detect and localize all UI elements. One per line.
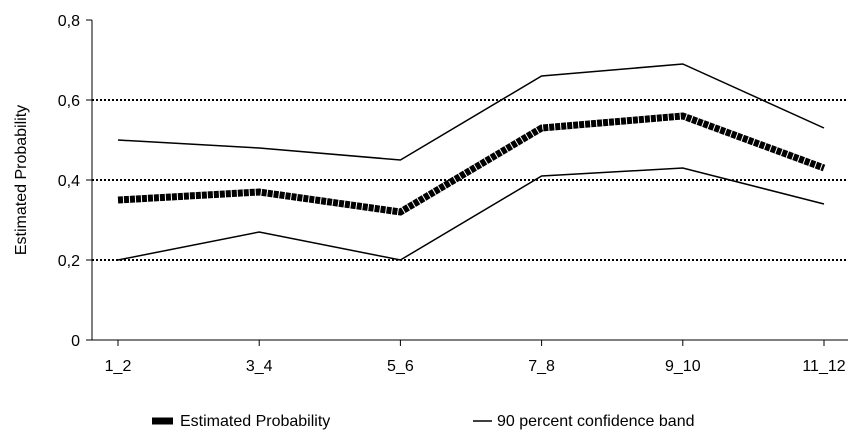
x-tick-label: 9_10 [665,358,701,375]
x-tick-label: 11_12 [802,358,845,375]
gridlines [92,99,848,261]
axes [86,19,848,346]
tick-labels: 0 0,2 0,4 0,6 0,8 1_2 3_4 5_6 7_8 9_10 11_12 [58,13,846,375]
y-tick-label: 0,2 [58,253,80,270]
series-line-upper-band [117,63,825,161]
x-tick-label: 5_6 [387,358,414,375]
y-tick-label: 0 [71,333,80,350]
x-tick-label: 7_8 [528,358,555,375]
y-tick-label: 0,4 [58,173,80,190]
x-tick-label: 1_2 [105,358,132,375]
legend: Estimated Probability 90 percent confide… [152,413,694,430]
legend-label-confidence-band: 90 percent confidence band [497,413,694,430]
x-tick-label: 3_4 [246,358,273,375]
series-line-estimated-probability [117,112,826,216]
series-line-lower-band [117,167,825,261]
y-tick-label: 0,6 [58,93,80,110]
y-tick-label: 0,8 [58,13,80,30]
y-axis-title: Estimated Probability [13,105,30,255]
series-lines [117,63,826,261]
legend-label-estimated-probability: Estimated Probability [180,413,330,430]
